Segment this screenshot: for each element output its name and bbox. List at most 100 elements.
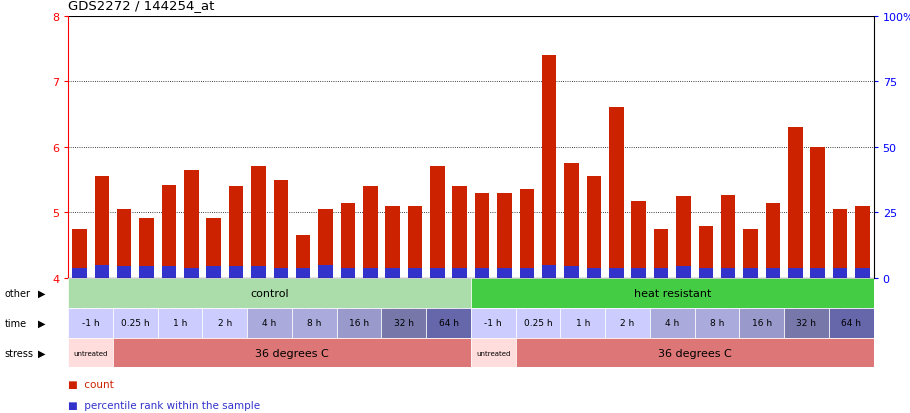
- Text: time: time: [5, 318, 26, 328]
- Bar: [318, 210, 333, 278]
- Bar: [116, 210, 131, 278]
- Bar: [139, 266, 154, 278]
- Bar: [650, 308, 694, 338]
- Text: ▶: ▶: [38, 348, 46, 358]
- Bar: [72, 268, 86, 278]
- Bar: [251, 167, 266, 278]
- Text: 16 h: 16 h: [752, 318, 772, 328]
- Text: 4 h: 4 h: [665, 318, 680, 328]
- Bar: [564, 266, 579, 278]
- Bar: [471, 308, 516, 338]
- Text: 36 degrees C: 36 degrees C: [255, 348, 329, 358]
- Bar: [68, 338, 113, 368]
- Bar: [248, 308, 292, 338]
- Bar: [184, 268, 198, 278]
- Bar: [340, 268, 355, 278]
- Bar: [228, 187, 243, 278]
- Text: 8 h: 8 h: [308, 318, 321, 328]
- Bar: [408, 268, 422, 278]
- Bar: [430, 268, 445, 278]
- Bar: [426, 308, 471, 338]
- Bar: [452, 268, 467, 278]
- Bar: [516, 338, 874, 368]
- Bar: [251, 266, 266, 278]
- Bar: [475, 268, 490, 278]
- Bar: [162, 185, 177, 278]
- Text: untreated: untreated: [74, 350, 107, 356]
- Bar: [228, 266, 243, 278]
- Bar: [207, 266, 221, 278]
- Bar: [452, 187, 467, 278]
- Text: other: other: [5, 288, 31, 298]
- Text: -1 h: -1 h: [82, 318, 99, 328]
- Bar: [296, 268, 310, 278]
- Bar: [497, 193, 511, 278]
- Bar: [765, 268, 780, 278]
- Text: 8 h: 8 h: [710, 318, 724, 328]
- Bar: [605, 308, 650, 338]
- Bar: [72, 229, 86, 278]
- Bar: [363, 187, 378, 278]
- Bar: [721, 195, 735, 278]
- Bar: [520, 190, 534, 278]
- Bar: [542, 56, 557, 278]
- Bar: [274, 268, 288, 278]
- Bar: [430, 167, 445, 278]
- Bar: [784, 308, 829, 338]
- Text: 4 h: 4 h: [262, 318, 277, 328]
- Bar: [587, 268, 602, 278]
- Text: 2 h: 2 h: [217, 318, 232, 328]
- Bar: [408, 206, 422, 278]
- Bar: [855, 206, 870, 278]
- Bar: [471, 278, 874, 308]
- Bar: [811, 147, 825, 278]
- Text: untreated: untreated: [476, 350, 511, 356]
- Text: 64 h: 64 h: [841, 318, 861, 328]
- Text: ▶: ▶: [38, 318, 46, 328]
- Bar: [139, 218, 154, 278]
- Bar: [676, 266, 691, 278]
- Bar: [116, 266, 131, 278]
- Bar: [609, 108, 623, 278]
- Bar: [833, 210, 847, 278]
- Bar: [520, 268, 534, 278]
- Text: 32 h: 32 h: [796, 318, 816, 328]
- Text: 0.25 h: 0.25 h: [524, 318, 552, 328]
- Text: control: control: [250, 288, 288, 298]
- Text: heat resistant: heat resistant: [633, 288, 711, 298]
- Text: -1 h: -1 h: [484, 318, 502, 328]
- Bar: [587, 177, 602, 278]
- Bar: [68, 278, 471, 308]
- Bar: [471, 338, 516, 368]
- Bar: [292, 308, 337, 338]
- Bar: [542, 265, 557, 278]
- Bar: [497, 268, 511, 278]
- Bar: [743, 229, 758, 278]
- Bar: [296, 236, 310, 278]
- Bar: [632, 268, 646, 278]
- Bar: [653, 268, 668, 278]
- Bar: [68, 308, 113, 338]
- Bar: [113, 308, 157, 338]
- Bar: [855, 268, 870, 278]
- Bar: [609, 268, 623, 278]
- Bar: [162, 266, 177, 278]
- Bar: [184, 170, 198, 278]
- Bar: [765, 203, 780, 278]
- Bar: [833, 268, 847, 278]
- Bar: [699, 226, 713, 278]
- Bar: [632, 201, 646, 278]
- Bar: [829, 308, 874, 338]
- Bar: [385, 206, 399, 278]
- Text: 2 h: 2 h: [621, 318, 634, 328]
- Bar: [95, 265, 109, 278]
- Bar: [743, 268, 758, 278]
- Bar: [721, 268, 735, 278]
- Text: ▶: ▶: [38, 288, 46, 298]
- Text: GDS2272 / 144254_at: GDS2272 / 144254_at: [68, 0, 215, 12]
- Bar: [337, 308, 381, 338]
- Bar: [340, 203, 355, 278]
- Bar: [274, 180, 288, 278]
- Bar: [385, 268, 399, 278]
- Bar: [676, 197, 691, 278]
